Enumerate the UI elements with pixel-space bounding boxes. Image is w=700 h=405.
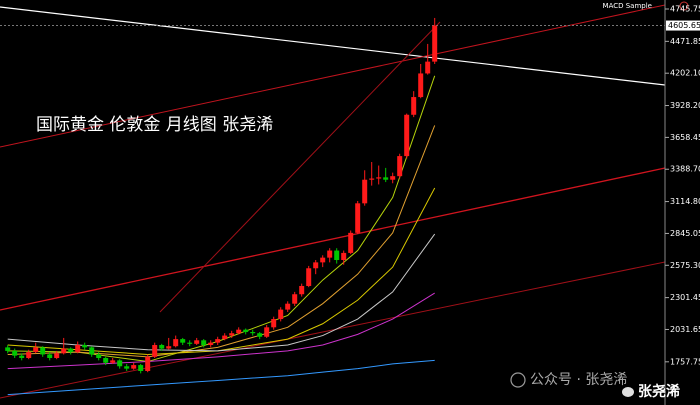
last-price-box xyxy=(666,20,700,31)
candle-body xyxy=(12,350,18,356)
y-tick-label: 1757.75 xyxy=(670,357,700,366)
candle-body xyxy=(250,332,256,334)
candle-body xyxy=(418,73,424,98)
candle-body xyxy=(47,354,53,359)
moving-average xyxy=(7,233,436,352)
candle-body xyxy=(271,319,277,328)
trend-line xyxy=(159,21,441,313)
candle-body xyxy=(264,327,270,337)
y-tick-label: 2031.65 xyxy=(670,325,700,334)
candle-body xyxy=(348,232,354,253)
candle-body xyxy=(383,177,389,180)
indicator-label: MACD Sample xyxy=(603,2,652,10)
y-tick-label: 4745.75 xyxy=(670,5,700,14)
candle-body xyxy=(313,262,319,269)
candle-body xyxy=(390,176,396,180)
candle-body xyxy=(299,285,305,295)
candle-body xyxy=(411,97,417,115)
trend-line xyxy=(0,167,666,311)
moving-average xyxy=(7,187,436,355)
candle-body xyxy=(236,329,242,334)
weibo-icon xyxy=(622,387,634,397)
candle-body xyxy=(334,250,340,261)
trend-lines xyxy=(0,4,666,399)
candle-body xyxy=(145,356,151,371)
y-tick-label: 3114.80 xyxy=(670,197,700,206)
y-tick-label: 3388.70 xyxy=(670,165,700,174)
candle-body xyxy=(138,365,144,371)
candle-body xyxy=(341,252,347,261)
candle-body xyxy=(229,333,235,336)
y-tick-label: 2575.30 xyxy=(670,261,700,270)
candle-body xyxy=(201,340,207,346)
candle-body xyxy=(306,268,312,286)
candle-body xyxy=(376,177,382,179)
candle-body xyxy=(257,333,263,337)
moving-average xyxy=(7,125,436,358)
watermark: 公众号 · 张尧浠 张尧浠 xyxy=(510,372,680,400)
y-tick-label: 2845.05 xyxy=(670,229,700,238)
wechat-icon xyxy=(510,372,526,388)
candle-body xyxy=(397,156,403,177)
candle-body xyxy=(131,365,137,369)
moving-average xyxy=(7,359,435,396)
candle-body xyxy=(208,342,214,346)
candle-body xyxy=(425,61,431,74)
candle-body xyxy=(243,329,249,333)
candle-body xyxy=(285,303,291,310)
candle-body xyxy=(33,347,39,353)
candle-body xyxy=(355,203,361,233)
chart-title: 国际黄金 伦敦金 月线图 张尧浠 xyxy=(36,115,273,135)
candle-body xyxy=(75,345,81,353)
candle-body xyxy=(5,347,11,351)
candle-body xyxy=(152,345,158,357)
candle-body xyxy=(320,257,326,263)
candle-body xyxy=(187,342,193,344)
trend-line xyxy=(0,261,666,399)
candle-body xyxy=(89,347,95,355)
candle-body xyxy=(327,250,333,258)
y-tick-label: 3928.20 xyxy=(670,101,700,110)
candle-body xyxy=(404,114,410,157)
watermark-author: 张尧浠 xyxy=(638,383,680,400)
y-tick-label: 3658.45 xyxy=(670,133,700,142)
candle-body xyxy=(82,345,88,348)
candle-body xyxy=(61,348,67,354)
candle-body xyxy=(96,354,102,359)
candle-body xyxy=(369,178,375,180)
trend-line xyxy=(0,6,666,86)
indicator-icon xyxy=(679,1,689,11)
y-tick-label: 4202.10 xyxy=(670,69,700,78)
candle-body xyxy=(432,25,438,62)
candle-body xyxy=(124,366,130,369)
last-price-label: 4605.65 xyxy=(668,21,700,30)
candle-body xyxy=(117,360,123,367)
candle-body xyxy=(278,309,284,320)
trend-line xyxy=(0,4,666,148)
candle-body xyxy=(292,294,298,304)
watermark-account: 公众号 · 张尧浠 xyxy=(530,372,627,388)
candle-body xyxy=(26,352,32,359)
candle-body xyxy=(54,353,60,359)
candle-body xyxy=(215,339,221,343)
y-tick-label: 4471.85 xyxy=(670,37,700,46)
candle-body xyxy=(68,348,74,353)
candle-body xyxy=(19,355,25,359)
candle-body xyxy=(362,179,368,204)
candle-body xyxy=(194,340,200,344)
candle-body xyxy=(110,360,116,363)
candle-body xyxy=(222,335,228,340)
candle-body xyxy=(40,347,46,355)
candle-body xyxy=(103,358,109,363)
candle-body xyxy=(173,339,179,347)
moving-average xyxy=(7,292,435,370)
candle-body xyxy=(180,339,186,343)
candle-body xyxy=(166,346,172,349)
y-tick-label: 2301.45 xyxy=(670,293,700,302)
candle-body xyxy=(159,345,165,349)
